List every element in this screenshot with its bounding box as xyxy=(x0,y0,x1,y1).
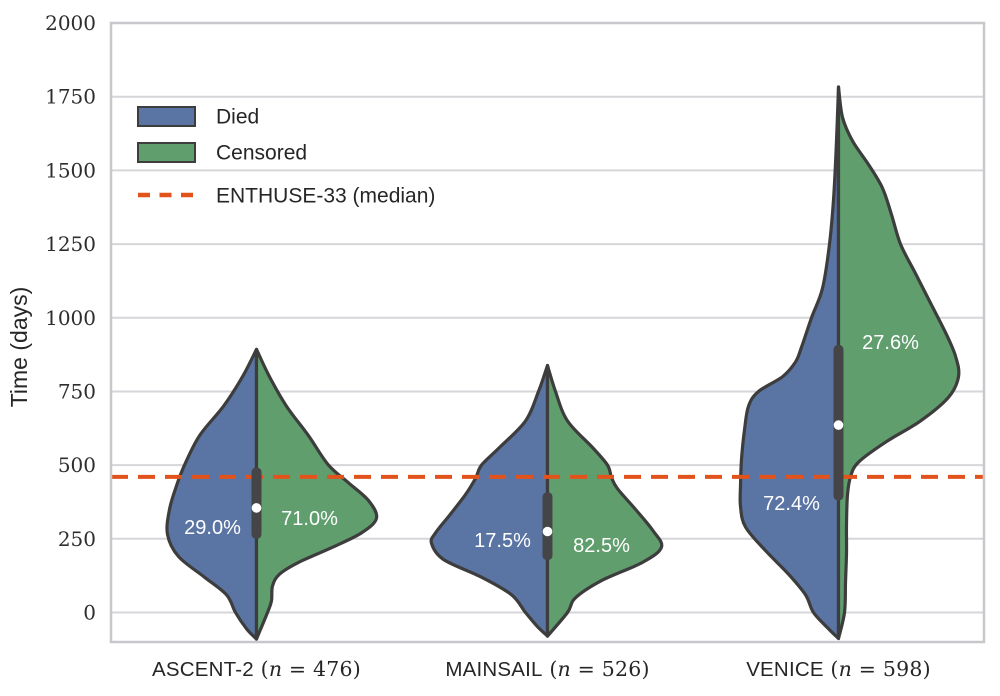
died-pct-label: 29.0% xyxy=(184,517,241,539)
violin-mainsail xyxy=(429,363,664,638)
died-half xyxy=(165,347,259,641)
y-tick-label: 750 xyxy=(58,380,96,404)
y-axis-label: Time (days) xyxy=(6,287,32,408)
y-tick-label: 1000 xyxy=(45,306,96,330)
plot-border xyxy=(109,21,986,644)
median-dot xyxy=(251,503,262,513)
y-tick-label: 1500 xyxy=(45,158,96,182)
censored-pct-label: 82.5% xyxy=(573,535,630,557)
y-tick-label: 1250 xyxy=(45,232,96,256)
legend-swatch-censored xyxy=(137,142,196,163)
percentage-labels: 29.0% 71.0% 17.5% 82.5% 72.4% 27.6% xyxy=(184,332,919,557)
y-tick-label: 1750 xyxy=(45,85,96,109)
died-pct-label: 72.4% xyxy=(763,493,820,515)
violin-ascent-2 xyxy=(165,347,379,641)
median-dot xyxy=(542,526,553,537)
y-tick-label: 250 xyxy=(58,527,96,551)
censored-half xyxy=(254,347,379,641)
inner-boxplots xyxy=(251,344,844,561)
violin-venice xyxy=(738,85,961,641)
legend-label: Censored xyxy=(216,142,307,165)
violins xyxy=(165,85,961,641)
y-tick-label: 2000 xyxy=(45,11,96,35)
died-pct-label: 17.5% xyxy=(474,530,531,552)
x-axis-category-labels: ASCENT-2 (n = 476) MAINSAIL (n = 526) VENI… xyxy=(152,657,931,681)
x-category-label: MAINSAIL (n = 526) xyxy=(445,657,649,681)
died-half xyxy=(738,85,841,641)
median-dot xyxy=(833,420,844,430)
x-category-label: ASCENT-2 (n = 476) xyxy=(152,657,361,681)
y-tick-label: 0 xyxy=(83,601,96,625)
legend-label: ENTHUSE-33 (median) xyxy=(216,185,435,208)
censored-half xyxy=(545,363,664,638)
legend-label: Died xyxy=(216,106,259,129)
died-half xyxy=(429,363,550,638)
x-category-label: VENICE (n = 598) xyxy=(746,657,931,681)
censored-pct-label: 27.6% xyxy=(862,332,919,354)
y-tick-label: 500 xyxy=(58,453,96,477)
y-axis-tick-labels: 0 250 500 750 1000 1250 1500 1750 2000 xyxy=(45,11,96,625)
censored-half xyxy=(836,85,961,641)
censored-pct-label: 71.0% xyxy=(281,508,338,530)
iqr-box xyxy=(542,492,553,561)
legend-swatch-died xyxy=(137,106,196,127)
legend: Died Censored ENTHUSE-33 (median) xyxy=(137,106,435,208)
